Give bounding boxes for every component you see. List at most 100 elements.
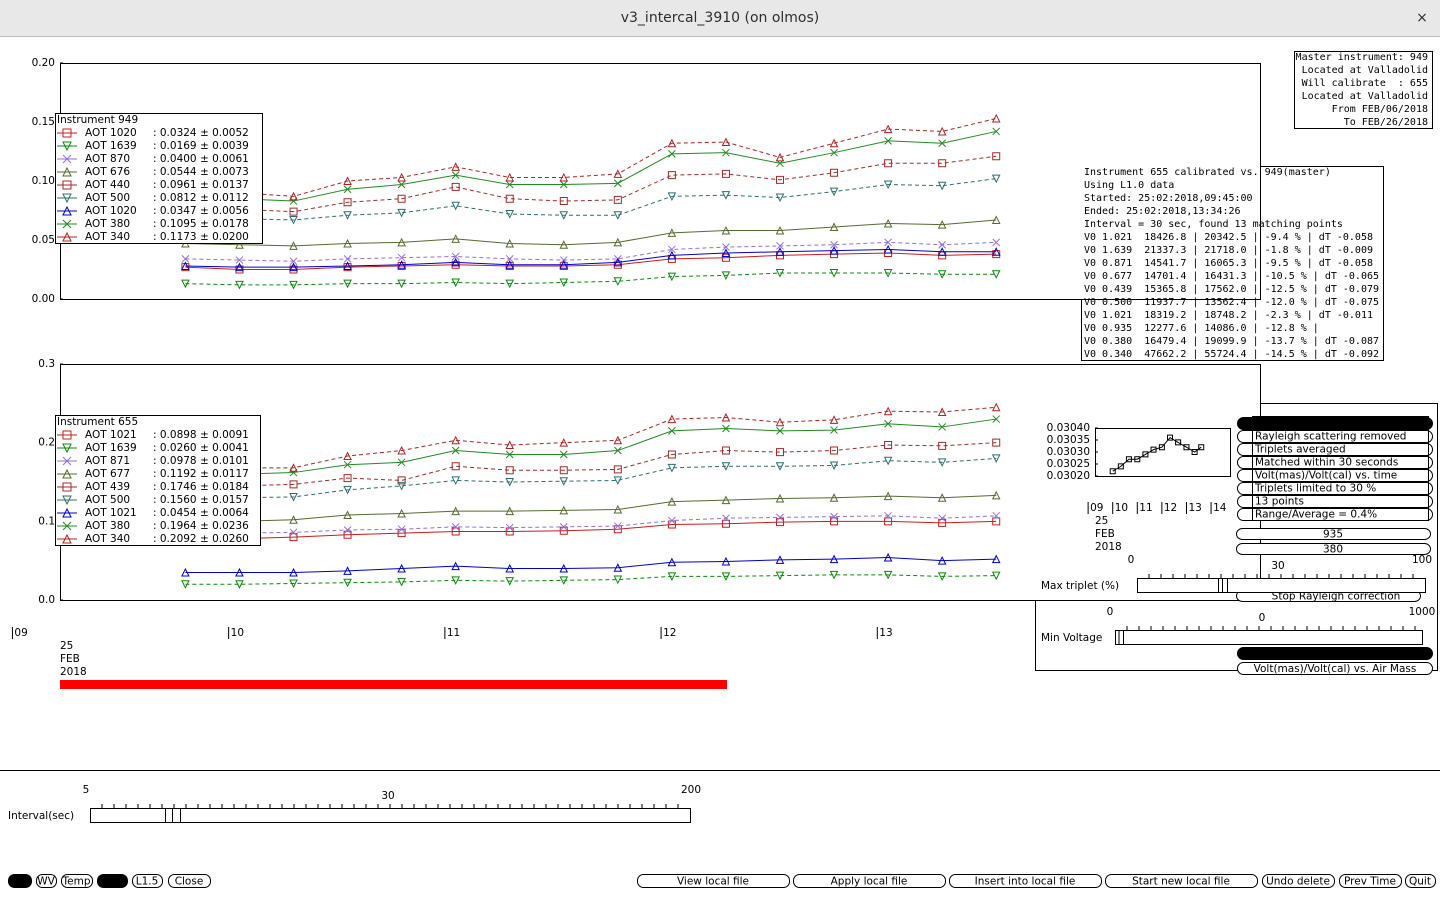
- option-label[interactable]: Rayleigh scattering removed: [1255, 431, 1406, 443]
- data-point: [721, 248, 731, 257]
- option-label[interactable]: Volt(mas)/Volt(cal) vs. time: [1255, 470, 1397, 482]
- data-point: [1117, 463, 1124, 470]
- button-label[interactable]: Undo delete: [1266, 876, 1330, 888]
- button-label[interactable]: L1.0: [101, 876, 124, 888]
- data-point: [235, 280, 244, 290]
- button-label[interactable]: Prev Time: [1344, 876, 1396, 888]
- series-line: [185, 494, 997, 522]
- wavelength-button[interactable]: [1236, 528, 1431, 540]
- option-label[interactable]: Matched within 30 seconds: [1255, 457, 1398, 469]
- option-row[interactable]: [1237, 482, 1433, 495]
- wavelength-button-label[interactable]: 380: [1323, 544, 1343, 556]
- wavelength-button[interactable]: [1236, 543, 1431, 555]
- data-point: [289, 468, 298, 477]
- wavelength-button-label[interactable]: 935: [1323, 529, 1343, 541]
- option-label[interactable]: 1.0208(cal) vs. 1.0200(mas): [1255, 418, 1404, 430]
- option-label[interactable]: Range/Average = 0.4%: [1255, 509, 1377, 521]
- data-point: [451, 257, 460, 267]
- data-point: [1175, 439, 1182, 446]
- option-label[interactable]: Triplets limited to 30 %: [1254, 483, 1376, 495]
- button[interactable]: [61, 874, 93, 888]
- button[interactable]: [1339, 874, 1402, 888]
- button-label[interactable]: Insert into local file: [975, 876, 1076, 888]
- button[interactable]: [1105, 874, 1258, 888]
- data-point: [613, 446, 622, 455]
- data-point: [559, 477, 569, 486]
- y-tick-label: 0.1: [38, 515, 55, 527]
- data-point: [289, 280, 298, 290]
- button[interactable]: [97, 874, 128, 888]
- min-voltage-slider-scale: 0: [1259, 612, 1266, 624]
- legend-marker: [62, 533, 72, 544]
- close-window[interactable]: ×: [1416, 10, 1428, 26]
- button[interactable]: [8, 874, 32, 888]
- button-label[interactable]: Start new local file: [1132, 876, 1230, 888]
- option-row[interactable]: [1237, 456, 1433, 469]
- option-row[interactable]: [1237, 417, 1433, 430]
- option-label[interactable]: Triplets averaged: [1254, 444, 1346, 456]
- button[interactable]: [637, 874, 790, 888]
- data-point: [397, 261, 406, 270]
- data-point: [830, 240, 838, 249]
- data-point: [884, 137, 892, 145]
- button-label[interactable]: L1.5: [136, 876, 159, 888]
- data-point: [397, 180, 406, 189]
- y-tick-label: 0.05: [32, 234, 55, 246]
- button-label[interactable]: WV: [37, 876, 55, 888]
- button-label[interactable]: Close: [175, 876, 204, 888]
- plot-button[interactable]: [1237, 647, 1433, 660]
- data-point: [397, 525, 406, 534]
- data-point: [937, 556, 947, 565]
- plot-button-label[interactable]: Volt(mas)/Volt(cal) vs. Air Mass: [1254, 663, 1417, 675]
- interval-slider-track[interactable]: [90, 808, 691, 823]
- button[interactable]: [793, 874, 946, 888]
- plot-button[interactable]: [1237, 662, 1433, 675]
- option-row[interactable]: [1237, 443, 1433, 456]
- min-voltage-slider-track[interactable]: [1115, 630, 1423, 645]
- button-label[interactable]: AOT: [9, 876, 31, 888]
- data-point: [1109, 468, 1116, 475]
- button-label[interactable]: View local file: [677, 876, 749, 888]
- option-row[interactable]: [1237, 469, 1433, 482]
- data-point: [937, 407, 947, 416]
- data-point: [775, 225, 785, 235]
- data-point: [451, 201, 460, 211]
- data-point: [451, 462, 460, 471]
- option-row[interactable]: [1237, 495, 1433, 508]
- rayleigh-button-label[interactable]: Stop Rayleigh correction: [1272, 591, 1401, 603]
- button[interactable]: [132, 874, 163, 888]
- max-triplet-slider-track[interactable]: [1137, 578, 1426, 593]
- legend-stat: : 0.1746 ± 0.0184: [153, 481, 249, 493]
- button[interactable]: [36, 874, 57, 888]
- data-point: [937, 220, 947, 229]
- data-point: [775, 247, 785, 256]
- data-point: [235, 240, 244, 249]
- button[interactable]: [949, 874, 1102, 888]
- option-row[interactable]: [1237, 430, 1433, 443]
- data-point: [937, 126, 947, 136]
- plot-button-label[interactable]: Volt(mas)/Volt(cal) vs. time: [1264, 648, 1406, 660]
- option-label[interactable]: 13 points: [1255, 496, 1304, 508]
- button-label[interactable]: Quit: [1409, 876, 1431, 888]
- data-point: [884, 511, 892, 520]
- button[interactable]: [1405, 874, 1436, 888]
- button[interactable]: [168, 874, 211, 888]
- legend-marker: [62, 141, 72, 152]
- data-point: [722, 148, 730, 157]
- data-point: [938, 139, 947, 148]
- button-label[interactable]: Apply local file: [831, 876, 908, 888]
- data-point: [289, 241, 298, 250]
- data-point: [667, 171, 676, 180]
- data-point: [397, 577, 406, 587]
- data-point: [775, 462, 785, 471]
- data-point: [1191, 449, 1198, 455]
- data-point: [559, 211, 569, 220]
- button[interactable]: [1262, 874, 1335, 888]
- data-point: [991, 402, 1001, 412]
- data-point: [397, 237, 406, 247]
- data-point: [829, 269, 839, 278]
- legend-title: Instrument 949: [57, 114, 138, 126]
- data-point: [991, 571, 1001, 581]
- button-label[interactable]: Temp: [62, 876, 91, 888]
